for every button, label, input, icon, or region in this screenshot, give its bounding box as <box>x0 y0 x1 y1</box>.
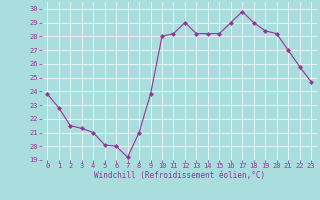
X-axis label: Windchill (Refroidissement éolien,°C): Windchill (Refroidissement éolien,°C) <box>94 171 265 180</box>
